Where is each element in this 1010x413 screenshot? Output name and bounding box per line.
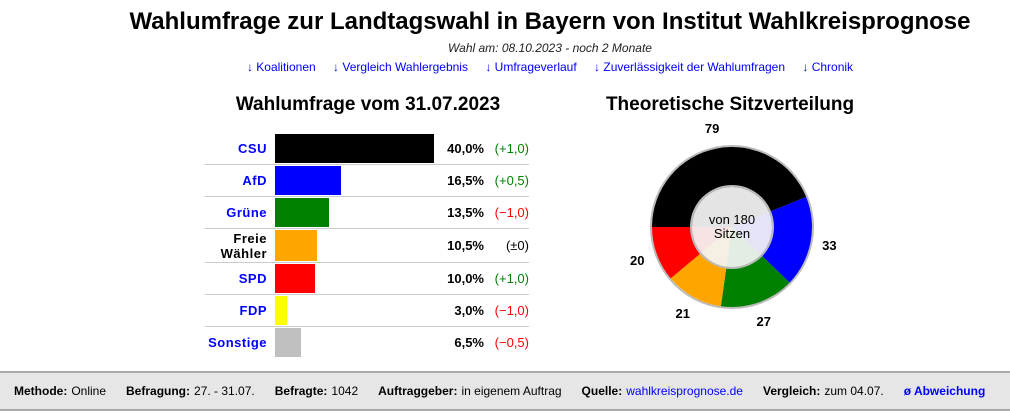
party-percent: 10,0% — [447, 271, 484, 286]
party-bar — [275, 134, 435, 163]
party-percent: 6,5% — [454, 335, 484, 350]
party-name[interactable]: Grüne — [226, 205, 267, 220]
vergleich-label: Vergleich: — [762, 384, 821, 398]
party-bar — [275, 198, 329, 227]
party-row: SPD 10,0% (+1,0) — [205, 263, 529, 295]
party-bar — [275, 328, 301, 357]
party-name[interactable]: Sonstige — [208, 335, 267, 350]
party-row: AfD 16,5% (+0,5) — [205, 165, 529, 197]
seat-count-label: 27 — [756, 313, 772, 329]
seat-count-label: 79 — [704, 120, 720, 136]
party-bar — [275, 166, 341, 195]
party-change: (−0,5) — [494, 335, 529, 350]
party-change: (+1,0) — [494, 141, 529, 156]
party-bar — [275, 230, 317, 261]
party-row: Freie Wähler 10,5% (±0) — [205, 229, 529, 263]
party-percent: 3,0% — [454, 303, 484, 318]
party-row: FDP 3,0% (−1,0) — [205, 295, 529, 327]
party-row: CSU 40,0% (+1,0) — [205, 133, 529, 165]
party-bar — [275, 296, 287, 325]
seats-heading: Theoretische Sitzverteilung — [605, 94, 855, 115]
nav-koalitionen[interactable]: ↓ Koalitionen — [246, 60, 316, 74]
party-row: Grüne 13,5% (−1,0) — [205, 197, 529, 229]
party-change: (+0,5) — [494, 173, 529, 188]
party-change: (−1,0) — [494, 205, 529, 220]
party-name: Freie Wähler — [220, 230, 267, 261]
party-name[interactable]: FDP — [239, 303, 267, 318]
party-name[interactable]: AfD — [242, 173, 267, 188]
total-seats-text: von 180 — [708, 212, 756, 227]
seat-count-label: 20 — [630, 253, 645, 269]
party-change: (±0) — [505, 238, 529, 253]
party-change: (−1,0) — [494, 303, 529, 318]
poll-info-bar: Methode: Online Befragung: 27. - 31.07. Be… — [0, 371, 1010, 411]
party-name[interactable]: CSU — [238, 141, 267, 156]
quelle-link[interactable]: wahlkreisprognose.de — [626, 384, 743, 398]
methode-label: Methode: — [14, 384, 68, 398]
party-percent: 10,5% — [447, 238, 484, 253]
donut-outline — [650, 145, 814, 309]
befragung-value: 27. - 31.07. — [194, 384, 255, 398]
party-change: (+1,0) — [494, 271, 529, 286]
abweichung-link[interactable]: ø Abweichung — [903, 384, 986, 398]
auftrag-value: in eigenem Auftrag — [461, 384, 562, 398]
page-title: Wahlumfrage zur Landtagswahl in Bayern v… — [129, 8, 971, 35]
nav-chronik[interactable]: ↓ Chronik — [802, 60, 854, 74]
quelle-label: Quelle: — [581, 384, 623, 398]
party-percent: 13,5% — [447, 205, 484, 220]
election-date: Wahl am: 08.10.2023 - noch 2 Monate — [448, 41, 652, 55]
party-bar — [275, 264, 315, 293]
party-name[interactable]: SPD — [238, 271, 267, 286]
seat-count-label: 21 — [675, 306, 690, 322]
party-percent: 16,5% — [447, 173, 484, 188]
seat-segment — [732, 197, 812, 283]
methode-value: Online — [71, 384, 107, 398]
seat-count-label: 33 — [822, 238, 837, 254]
donut-center: von 180 Sitzen — [692, 187, 772, 267]
befragte-value: 1042 — [331, 384, 359, 398]
total-seats-unit: Sitzen — [713, 226, 751, 241]
poll-heading: Wahlumfrage vom 31.07.2023 — [235, 94, 501, 115]
poll-table: CSU 40,0% (+1,0) AfD 16,5% (+0,5) Grüne 13,5% (−… — [205, 133, 529, 358]
nav-umfrageverlauf[interactable]: ↓ Umfrageverlauf — [485, 60, 577, 74]
vergleich-value: zum 04.07. — [824, 384, 884, 398]
party-percent: 40,0% — [447, 141, 484, 156]
section-nav: ↓ Koalitionen ↓ Vergleich Wahlergebnis ↓… — [0, 60, 1010, 74]
auftrag-label: Auftraggeber: — [378, 384, 458, 398]
nav-zuverlaessigkeit[interactable]: ↓ Zuverlässigkeit der Wahlumfragen — [594, 60, 786, 74]
party-row: Sonstige 6,5% (−0,5) — [205, 327, 529, 358]
befragung-label: Befragung: — [126, 384, 191, 398]
nav-vergleich[interactable]: ↓ Vergleich Wahlergebnis — [333, 60, 468, 74]
befragte-label: Befragte: — [274, 384, 328, 398]
